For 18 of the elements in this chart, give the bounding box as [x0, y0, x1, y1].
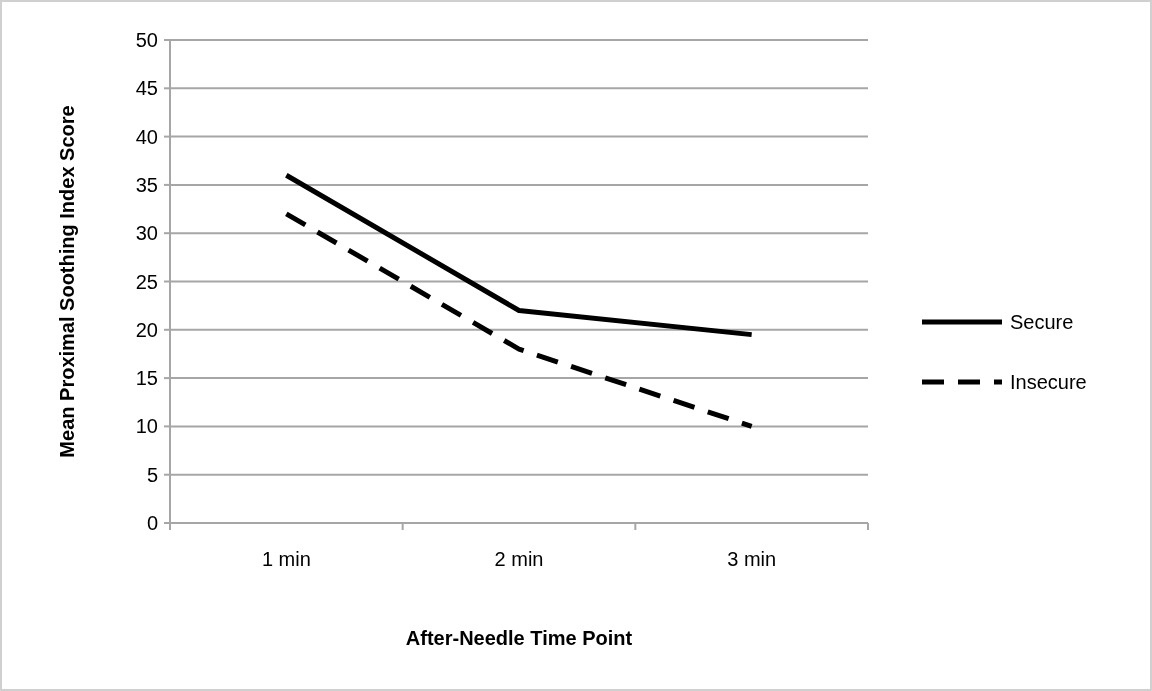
y-tick-label: 5 [146, 463, 158, 486]
y-tick-label: 30 [135, 222, 158, 245]
legend-label: Insecure [1010, 371, 1087, 393]
y-tick-label: 50 [135, 29, 158, 51]
y-tick-label: 15 [135, 367, 158, 390]
legend-label: Secure [1010, 311, 1074, 333]
x-tick-label: 3 min [727, 548, 777, 570]
y-tick-label: 25 [135, 270, 158, 293]
y-tick-label: 40 [135, 125, 158, 148]
y-tick-label: 45 [135, 77, 158, 100]
y-tick-label: 10 [135, 415, 158, 438]
x-axis-title: After-Needle Time Point [405, 627, 633, 649]
y-tick-label: 35 [135, 173, 158, 196]
x-tick-label: 1 min [261, 548, 311, 570]
y-tick-label: 0 [146, 512, 158, 534]
y-axis-title: Mean Proximal Soothing Index Score [56, 105, 78, 458]
y-tick-label: 20 [135, 318, 158, 341]
x-tick-label: 2 min [494, 548, 544, 570]
